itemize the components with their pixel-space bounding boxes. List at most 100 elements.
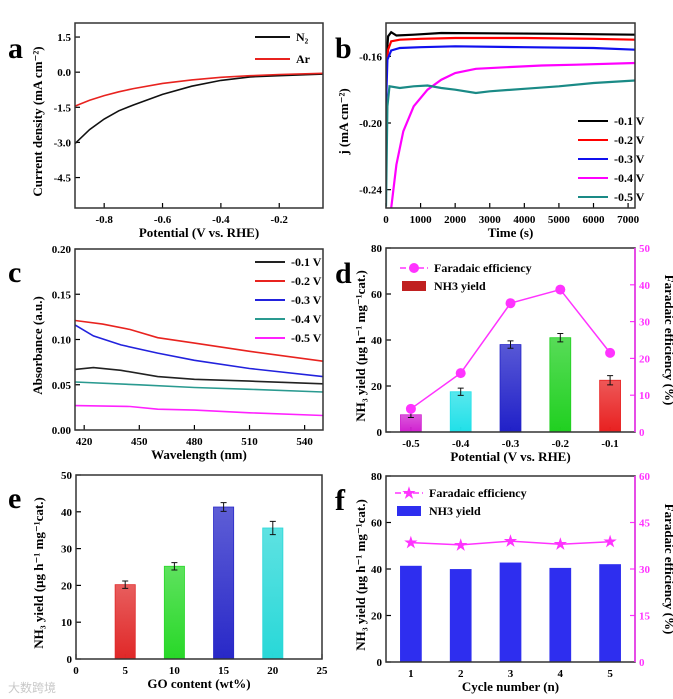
y-tick-label: 40	[371, 564, 383, 576]
legend-label: -0.5 V	[614, 190, 645, 204]
plot-area: ★ ★ ★ ★ ★	[400, 534, 621, 662]
error-bar	[122, 580, 129, 589]
x-tick-label: 420	[76, 436, 93, 448]
series-line-0	[75, 73, 323, 145]
y-tick-label: -1.5	[54, 102, 72, 114]
y2-tick-label: 45	[639, 518, 651, 530]
legend-label: -0.4 V	[291, 312, 322, 326]
y2-tick-label: 0	[639, 657, 645, 669]
panel-label: b	[335, 32, 352, 65]
panel-b: b -0.16 -0.20 -0.24 0 1000 2000 3000 4000 5000 600…	[335, 22, 645, 240]
panel-label: a	[8, 32, 23, 65]
y-axis-title: NH₃ yield (μg h⁻¹ mg⁻¹cat.)	[31, 497, 46, 649]
y-tick-label: 50	[61, 470, 73, 482]
legend: N₂ Ar	[255, 30, 311, 66]
y-tick-label: 0.0	[57, 67, 71, 79]
y-tick-label: 30	[61, 544, 73, 556]
x-tick-label: -0.5	[402, 438, 420, 450]
y2-tick-label: 30	[639, 564, 651, 576]
legend-label: -0.4 V	[614, 171, 645, 185]
series-line-0	[75, 366, 323, 385]
error-bar	[507, 340, 514, 349]
fe-marker	[405, 403, 416, 414]
y2-tick-label: 60	[639, 471, 651, 483]
y-axis-title: Absorbance (a.u.)	[30, 296, 45, 395]
y-tick-label: 0	[377, 427, 383, 439]
x-tick-label: 3	[508, 668, 514, 680]
y2-tick-label: 50	[639, 243, 651, 255]
y2-tick-label: 30	[639, 317, 651, 329]
y2-tick-label: 20	[639, 353, 651, 365]
series-line-1	[386, 36, 635, 74]
bar	[163, 565, 185, 659]
series-line-4	[75, 404, 323, 417]
y-tick-label: 20	[61, 580, 73, 592]
y-tick-label: 80	[371, 243, 383, 255]
legend: Faradaic efficiency NH3 yield	[400, 261, 532, 293]
y-axis-title: NH₃ yield (μg h⁻¹ mg⁻¹cat.)	[353, 270, 368, 422]
x-tick-label: -0.6	[154, 214, 172, 226]
x-tick-label: 450	[131, 436, 148, 448]
y-tick-label: 0.15	[52, 289, 72, 301]
legend-label: Faradaic efficiency	[429, 486, 527, 500]
fe-marker: ★	[603, 535, 617, 551]
error-bar	[607, 375, 614, 386]
y-tick-label: 0.20	[52, 244, 72, 256]
y-tick-label: -0.16	[359, 51, 382, 63]
y-tick-label: 1.5	[57, 32, 71, 44]
x-tick-label: 20	[267, 665, 279, 677]
panel-c: c 0.00 0.05 0.10 0.15 0.20 420 450 480 510 540 Wave…	[8, 244, 324, 462]
plot-frame	[74, 248, 324, 431]
series-line-0	[386, 30, 635, 65]
y-tick-label: 40	[371, 335, 383, 347]
plot-area	[386, 30, 635, 208]
panel-label: f	[335, 484, 346, 517]
x-tick-label: 6000	[583, 214, 606, 226]
fe-marker: ★	[404, 536, 418, 552]
y-axis-title: NH₃ yield (μg h⁻¹ mg⁻¹cat.)	[353, 499, 368, 651]
y-tick-label: 60	[371, 289, 383, 301]
x-tick-label: 540	[296, 436, 313, 448]
series-line-3	[75, 381, 323, 393]
panel-a: a 1.5 0.0 -1.5 -3.0 -4.5 -0.8 -0.6 -0.4 -0.2 Poten…	[8, 22, 324, 240]
x-tick-label: 1	[408, 668, 414, 680]
x-tick-label: -0.4	[212, 214, 230, 226]
bar	[114, 584, 136, 659]
x-tick-label: 25	[317, 665, 329, 677]
y-tick-label: -0.20	[359, 118, 382, 130]
x-tick-label: -0.1	[601, 438, 618, 450]
error-bar	[557, 333, 564, 343]
series-line-1	[75, 72, 323, 107]
y-tick-label: 0.05	[52, 380, 72, 392]
error-bar	[171, 562, 178, 571]
bar	[449, 391, 472, 432]
x-tick-label: -0.4	[452, 438, 470, 450]
x-axis-title: Cycle number (n)	[462, 679, 559, 694]
series-line-1	[75, 319, 323, 362]
legend-swatch	[397, 506, 421, 516]
legend-label: Ar	[296, 52, 311, 66]
y2-axis-title: Faradaic efficiency (%)	[662, 275, 673, 406]
watermark: 大数跨境	[8, 680, 56, 695]
series-line-3	[390, 61, 635, 208]
legend: ★ Faradaic efficiency NH3 yield	[395, 486, 527, 518]
x-axis-title: Wavelength (nm)	[151, 447, 247, 462]
fe-marker	[605, 347, 616, 358]
x-tick-label: 480	[186, 436, 203, 448]
legend-label: NH3 yield	[434, 279, 486, 293]
fe-marker	[455, 368, 466, 379]
panel-d: d 0 20 40 60 80 -0.5 -0.4 -0.3 -0.2 -0.1 Potential …	[335, 243, 673, 464]
x-tick-label: 2000	[444, 214, 467, 226]
x-tick-label: -0.2	[271, 214, 289, 226]
y-tick-label: 0	[67, 654, 73, 666]
x-tick-label: 1000	[410, 214, 433, 226]
x-tick-label: 10	[169, 665, 181, 677]
series-line-4	[386, 79, 635, 207]
legend-label: -0.3 V	[291, 293, 322, 307]
x-tick-label: 3000	[479, 214, 502, 226]
panel-label: c	[8, 256, 21, 289]
bar	[549, 567, 572, 662]
bar	[400, 565, 422, 662]
x-tick-label: 0	[383, 214, 389, 226]
fe-line	[410, 540, 611, 546]
